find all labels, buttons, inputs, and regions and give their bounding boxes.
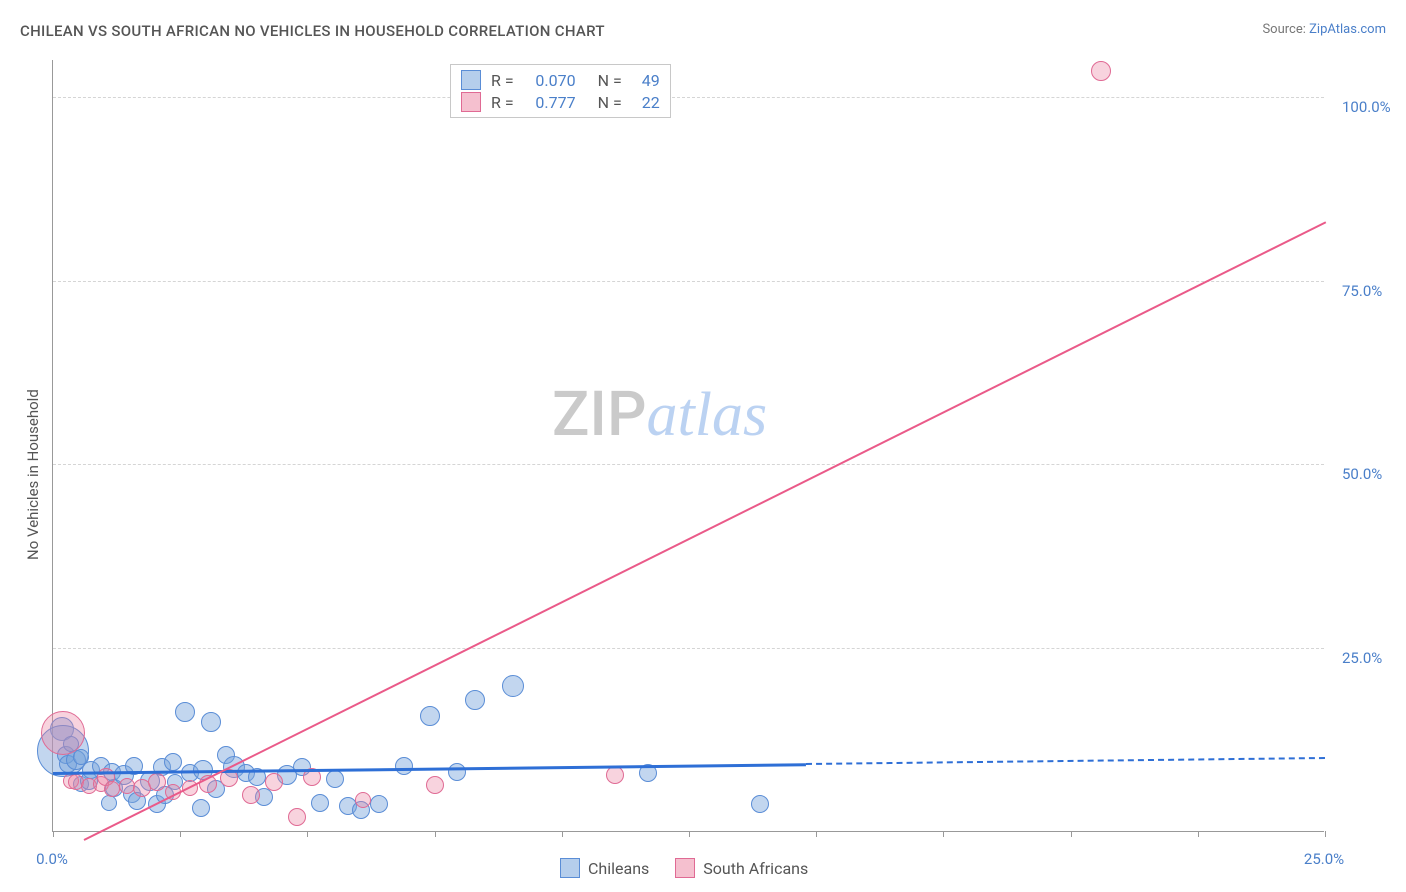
y-axis-title: No Vehicles in Household [24, 389, 42, 560]
scatter-point [175, 702, 195, 722]
scatter-point [288, 808, 306, 826]
legend-r-value: 0.070 [524, 71, 576, 90]
scatter-point [104, 781, 120, 797]
x-tick [307, 831, 308, 837]
scatter-point [465, 690, 485, 710]
legend-label: Chileans [588, 859, 649, 878]
legend-item: South Africans [675, 858, 808, 878]
x-tick-label: 0.0% [36, 850, 68, 868]
legend-r-value: 0.777 [524, 93, 576, 112]
legend-item: Chileans [560, 858, 649, 878]
legend-n-label: N = [598, 71, 622, 90]
scatter-point [370, 795, 388, 813]
x-tick [1325, 831, 1326, 837]
x-tick [53, 831, 54, 837]
scatter-point [201, 712, 221, 732]
legend-n-value: 49 [632, 71, 660, 90]
scatter-point [1091, 61, 1111, 81]
scatter-point [41, 711, 85, 755]
scatter-point [265, 773, 283, 791]
legend-swatch [461, 92, 481, 112]
gridline [53, 464, 1324, 465]
source-attribution: Source: ZipAtlas.com [1262, 22, 1386, 37]
legend-swatch [675, 858, 695, 878]
legend-swatch [461, 70, 481, 90]
scatter-point [502, 675, 524, 697]
trend-line [806, 757, 1325, 765]
x-tick [816, 831, 817, 837]
gridline [53, 281, 1324, 282]
x-tick [435, 831, 436, 837]
scatter-point [448, 763, 466, 781]
scatter-point [311, 794, 329, 812]
scatter-point [426, 776, 444, 794]
scatter-point [395, 757, 413, 775]
legend-row: R = 0.777 N = 22 [461, 91, 660, 113]
scatter-point [164, 753, 182, 771]
gridline [53, 97, 1324, 98]
y-tick-label: 50.0% [1342, 465, 1382, 483]
legend-label: South Africans [703, 859, 808, 878]
legend-r-label: R = [491, 71, 514, 90]
x-tick-label: 25.0% [1304, 850, 1344, 868]
x-tick [562, 831, 563, 837]
legend-r-label: R = [491, 93, 514, 112]
scatter-point [420, 706, 440, 726]
scatter-point [148, 773, 166, 791]
x-tick [1071, 831, 1072, 837]
scatter-point [242, 786, 260, 804]
scatter-point [326, 770, 344, 788]
chart-title: CHILEAN VS SOUTH AFRICAN NO VEHICLES IN … [20, 22, 605, 40]
legend-n-label: N = [598, 93, 622, 112]
source-label: Source: [1262, 22, 1305, 37]
legend-row: R = 0.070 N = 49 [461, 69, 660, 91]
y-tick-label: 75.0% [1342, 282, 1382, 300]
x-tick [689, 831, 690, 837]
x-tick [943, 831, 944, 837]
gridline [53, 648, 1324, 649]
series-legend: Chileans South Africans [560, 858, 808, 878]
x-tick [1198, 831, 1199, 837]
correlation-legend: R = 0.070 N = 49 R = 0.777 N = 22 [450, 64, 671, 118]
chart-plot-area [52, 60, 1324, 832]
scatter-point [355, 792, 371, 808]
trend-line [83, 222, 1325, 841]
legend-swatch [560, 858, 580, 878]
legend-n-value: 22 [632, 93, 660, 112]
x-tick [180, 831, 181, 837]
y-tick-label: 100.0% [1342, 98, 1391, 116]
y-tick-label: 25.0% [1342, 649, 1382, 667]
source-value: ZipAtlas.com [1309, 22, 1386, 37]
scatter-point [192, 799, 210, 817]
scatter-point [751, 795, 769, 813]
